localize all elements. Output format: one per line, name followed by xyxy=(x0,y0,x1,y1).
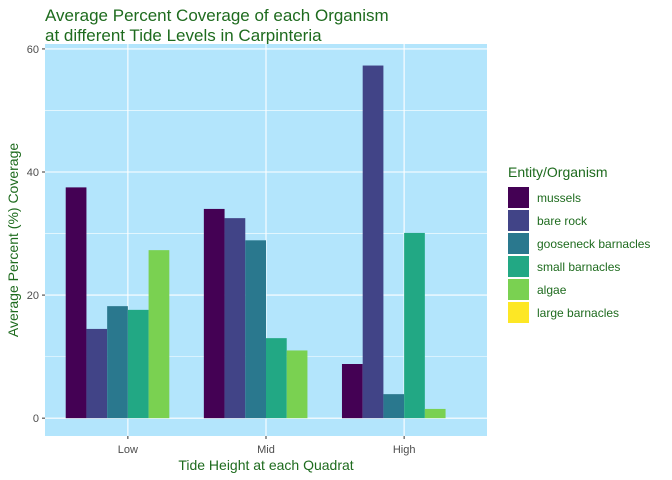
x-axis-title: Tide Height at each Quadrat xyxy=(178,457,353,473)
chart-title: Average Percent Coverage of each Organis… xyxy=(45,6,389,46)
bar-gooseneck-barnacles xyxy=(107,306,128,419)
legend-label: small barnacles xyxy=(537,259,621,274)
legend-swatch xyxy=(508,210,529,231)
legend-label: large barnacles xyxy=(537,305,620,320)
chart-title-line-2: at different Tide Levels in Carpinteria xyxy=(45,26,322,45)
legend-item: gooseneck barnacles xyxy=(508,232,650,255)
legend-item: algae xyxy=(508,278,650,301)
legend-swatch xyxy=(508,279,529,300)
legend-swatch xyxy=(508,256,529,277)
bar-gooseneck-barnacles xyxy=(245,240,266,419)
legend-title: Entity/Organism xyxy=(508,164,608,180)
legend-label: algae xyxy=(537,282,567,297)
bar-mussels xyxy=(341,364,363,419)
legend-item: mussels xyxy=(508,186,650,209)
legend: Entity/Organism mussels bare rock goosenec… xyxy=(508,164,650,324)
x-tick-label: High xyxy=(393,444,416,456)
bar-algae xyxy=(148,250,170,419)
legend-label: gooseneck barnacles xyxy=(537,236,651,251)
bar-mussels xyxy=(203,208,225,419)
bar-bare-rock xyxy=(224,218,246,419)
y-tick-label: 40 xyxy=(27,167,39,179)
legend-label: mussels xyxy=(537,190,582,205)
x-tick-label: Low xyxy=(118,444,138,456)
y-tick-label: 20 xyxy=(27,290,39,302)
bar-mussels xyxy=(65,187,87,419)
bar-gooseneck-barnacles xyxy=(383,394,405,419)
legend-items: mussels bare rock gooseneck barnacles small… xyxy=(508,186,650,324)
y-axis-title: Average Percent (%) Coverage xyxy=(5,143,21,337)
x-tick-label: Mid xyxy=(257,444,275,456)
bar-small-barnacles xyxy=(404,232,425,419)
y-tick-label: 0 xyxy=(33,413,39,425)
bar-small-barnacles xyxy=(266,338,287,419)
legend-item: large barnacles xyxy=(508,301,650,324)
legend-label: bare rock xyxy=(537,213,588,228)
chart-title-line-1: Average Percent Coverage of each Organis… xyxy=(45,6,389,25)
legend-swatch xyxy=(508,233,529,254)
y-tick-label: 60 xyxy=(27,44,39,56)
bar-algae xyxy=(424,408,446,419)
bar-bare-rock xyxy=(86,328,108,419)
legend-item: small barnacles xyxy=(508,255,650,278)
legend-swatch xyxy=(508,187,529,208)
legend-item: bare rock xyxy=(508,209,650,232)
bar-small-barnacles xyxy=(127,309,149,419)
legend-swatch xyxy=(508,302,529,323)
bar-bare-rock xyxy=(362,65,384,419)
bar-algae xyxy=(286,350,308,419)
